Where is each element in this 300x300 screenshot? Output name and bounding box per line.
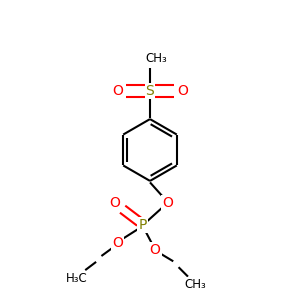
- Text: O: O: [112, 84, 123, 98]
- Text: P: P: [139, 218, 147, 232]
- Text: H₃C: H₃C: [66, 272, 88, 285]
- Text: O: O: [112, 236, 123, 250]
- Text: CH₃: CH₃: [185, 278, 206, 291]
- Text: O: O: [177, 84, 188, 98]
- Text: S: S: [146, 84, 154, 98]
- Text: O: O: [162, 196, 173, 210]
- Text: CH₃: CH₃: [145, 52, 167, 64]
- Text: O: O: [110, 196, 120, 210]
- Text: O: O: [150, 243, 160, 257]
